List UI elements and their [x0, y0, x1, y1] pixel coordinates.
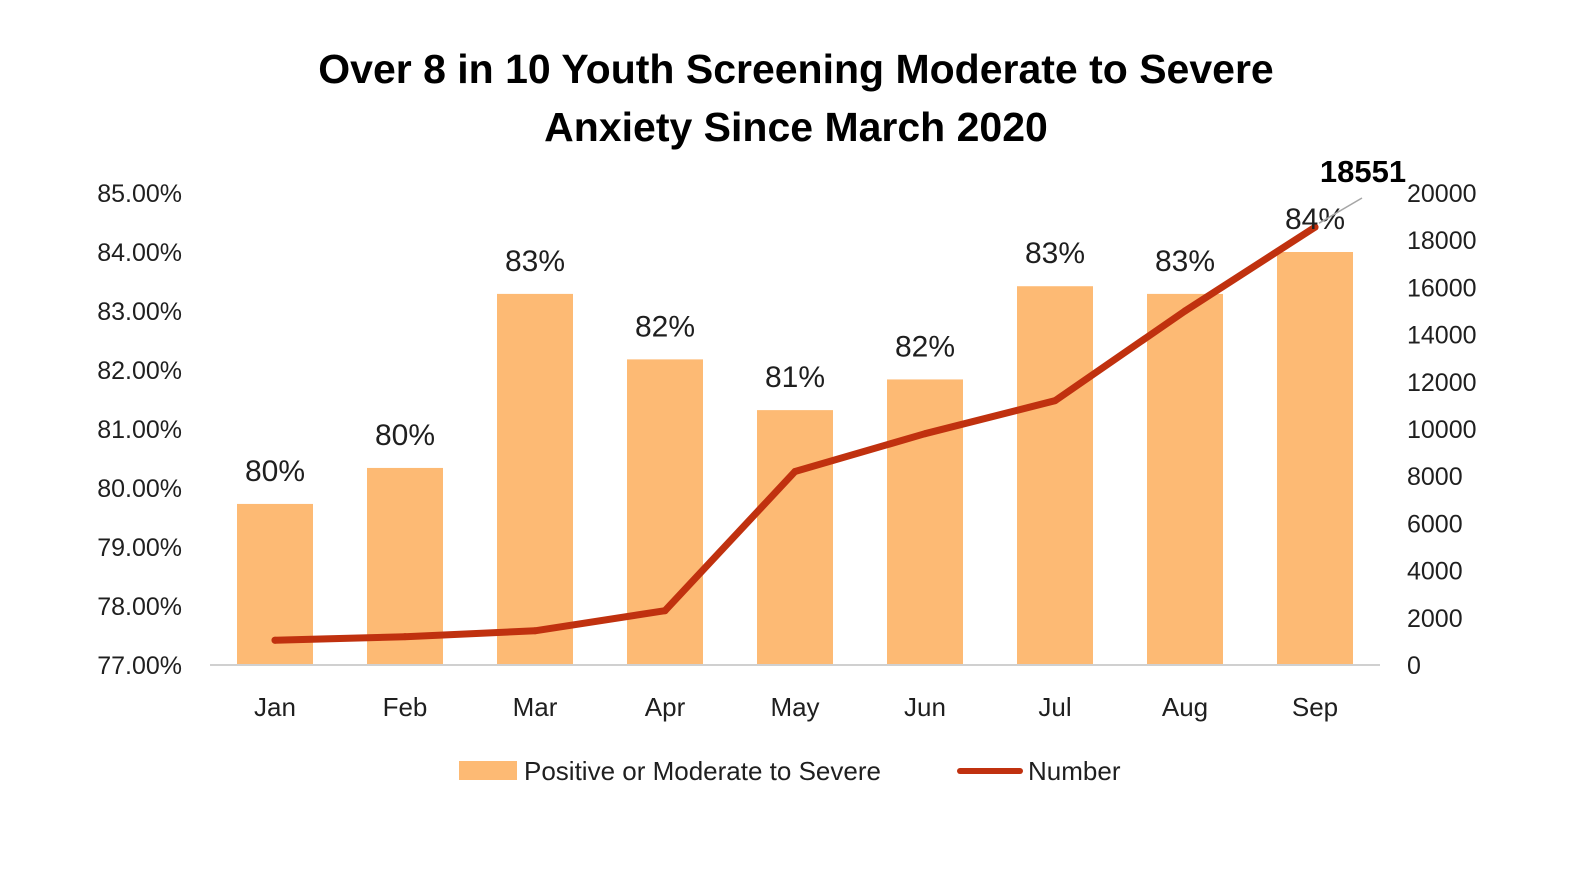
callout-label: 18551	[1320, 154, 1406, 189]
category-label-may: May	[770, 692, 819, 722]
left-tick-label: 79.00%	[97, 534, 182, 562]
chart-title: Over 8 in 10 Youth Screening Moderate to…	[0, 40, 1592, 156]
left-y-axis: 77.00% 78.00% 79.00% 80.00% 81.00% 82.00% 83.0…	[97, 180, 182, 680]
callout-layer: 18551	[1318, 154, 1406, 224]
chart-title-line-1: Over 8 in 10 Youth Screening Moderate to…	[318, 46, 1274, 92]
number-point-may	[791, 467, 799, 475]
bar-jul	[1017, 286, 1093, 665]
bar-sep	[1277, 252, 1353, 665]
category-label-aug: Aug	[1162, 692, 1208, 722]
bar-data-label-sep: 84%	[1285, 203, 1345, 236]
bar-mar	[497, 293, 573, 665]
bar-data-label-aug: 83%	[1155, 245, 1215, 278]
left-tick-label: 77.00%	[97, 652, 182, 680]
number-point-mar	[531, 627, 539, 635]
right-tick-label: 14000	[1407, 322, 1477, 350]
right-tick-label: 8000	[1407, 463, 1463, 491]
left-tick-label: 80.00%	[97, 475, 182, 503]
right-tick-label: 0	[1407, 652, 1421, 680]
bar-data-label-apr: 82%	[635, 310, 695, 343]
chart-title-line-2: Anxiety Since March 2020	[544, 104, 1048, 150]
right-tick-label: 2000	[1407, 605, 1463, 633]
right-y-axis: 0 2000 4000 6000 8000 10000 12000 14000 16000 180…	[1407, 180, 1477, 680]
legend-label-bar: Positive or Moderate to Severe	[524, 756, 881, 786]
bar-data-label-jun: 82%	[895, 330, 955, 363]
category-label-jan: Jan	[254, 692, 296, 722]
right-tick-label: 16000	[1407, 274, 1477, 302]
left-tick-label: 82.00%	[97, 357, 182, 385]
number-point-jun	[921, 430, 929, 438]
left-tick-label: 84.00%	[97, 239, 182, 267]
legend-label-line: Number	[1028, 756, 1121, 786]
category-label-sep: Sep	[1292, 692, 1338, 722]
number-point-jan	[271, 636, 279, 644]
x-axis-categories: Jan Feb Mar Apr May Jun Jul Aug Sep	[254, 692, 1338, 722]
number-point-sep	[1311, 223, 1319, 231]
bar-data-label-mar: 83%	[505, 245, 565, 278]
callout-leader-line	[1318, 197, 1363, 224]
number-point-jul	[1051, 397, 1059, 405]
legend-swatch-bar	[459, 761, 517, 780]
bar-data-label-jul: 83%	[1025, 237, 1085, 270]
bar-jun	[887, 379, 963, 665]
right-tick-label: 10000	[1407, 416, 1477, 444]
category-label-apr: Apr	[645, 692, 686, 722]
bar-apr	[627, 359, 703, 665]
number-point-apr	[661, 607, 669, 615]
number-point-feb	[401, 633, 409, 641]
right-tick-label: 20000	[1407, 180, 1477, 208]
category-label-feb: Feb	[383, 692, 428, 722]
bar-data-label-jan: 80%	[245, 455, 305, 488]
bars-layer	[237, 252, 1353, 665]
left-tick-label: 85.00%	[97, 180, 182, 208]
bar-data-label-feb: 80%	[375, 419, 435, 452]
right-tick-label: 18000	[1407, 227, 1477, 255]
line-layer	[271, 223, 1319, 644]
left-tick-label: 78.00%	[97, 593, 182, 621]
bar-aug	[1147, 293, 1223, 665]
number-point-aug	[1181, 307, 1189, 315]
category-label-jul: Jul	[1038, 692, 1071, 722]
data-labels-layer: 80% 80% 83% 82% 81% 82% 83% 83% 84%	[245, 203, 1345, 488]
bar-may	[757, 410, 833, 665]
category-label-jun: Jun	[904, 692, 946, 722]
right-tick-label: 4000	[1407, 558, 1463, 586]
left-tick-label: 81.00%	[97, 416, 182, 444]
legend: Positive or Moderate to Severe Number	[459, 756, 1121, 786]
right-tick-label: 12000	[1407, 369, 1477, 397]
bar-data-label-may: 81%	[765, 361, 825, 394]
left-tick-label: 83.00%	[97, 298, 182, 326]
right-tick-label: 6000	[1407, 510, 1463, 538]
category-label-mar: Mar	[513, 692, 558, 722]
